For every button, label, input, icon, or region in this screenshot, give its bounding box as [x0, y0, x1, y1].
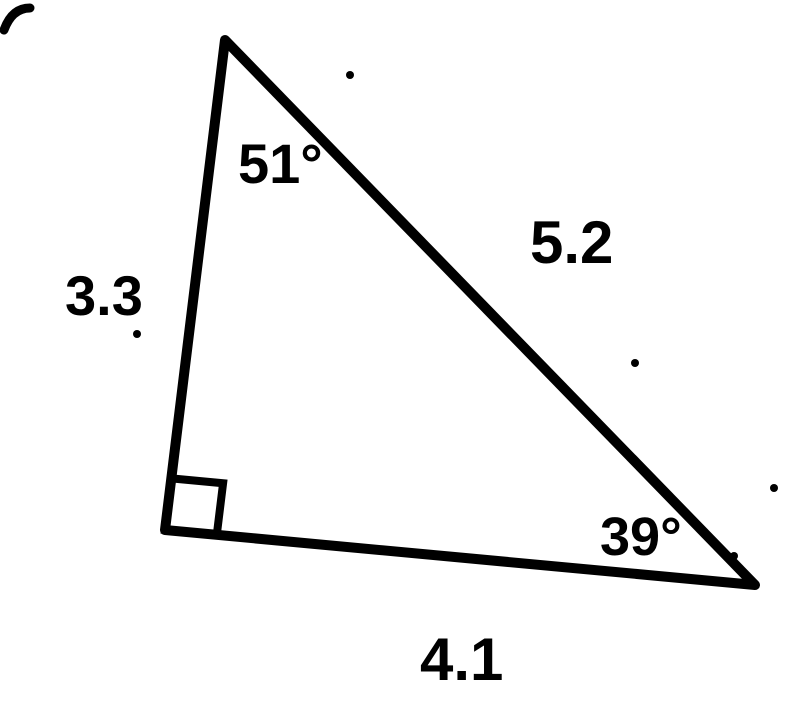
angle-label-top: 51°: [238, 132, 323, 195]
stray-dot: [133, 330, 141, 338]
side-label-hypotenuse: 5.2: [530, 209, 613, 276]
stray-dot: [631, 359, 639, 367]
stray-dot: [346, 71, 354, 79]
angle-label-bottom-right: 39°: [600, 507, 682, 567]
side-label-bottom: 4.1: [420, 626, 503, 693]
right-triangle-figure: 3.3 5.2 4.1 51° 39°: [0, 0, 800, 703]
triangle-outline: [165, 40, 755, 585]
stray-dot: [770, 484, 778, 492]
side-label-left: 3.3: [65, 264, 143, 327]
stray-dot: [730, 552, 738, 560]
stray-mark: [4, 8, 30, 30]
